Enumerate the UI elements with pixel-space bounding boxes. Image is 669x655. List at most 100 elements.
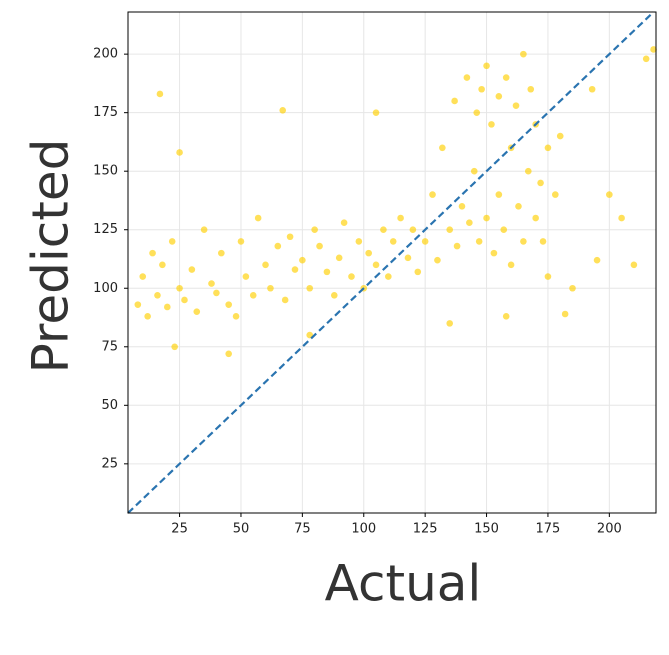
- point: [650, 46, 657, 53]
- point: [193, 308, 201, 315]
- point: [149, 249, 156, 257]
- point: [330, 291, 338, 299]
- point: [249, 291, 257, 299]
- point: [512, 102, 520, 109]
- point: [421, 238, 429, 245]
- point: [348, 273, 355, 280]
- point: [470, 167, 478, 175]
- point: [286, 233, 294, 241]
- point: [340, 219, 348, 227]
- point: [606, 191, 613, 198]
- point: [355, 238, 363, 245]
- point: [323, 268, 331, 276]
- point: [500, 226, 508, 234]
- point: [495, 191, 503, 198]
- point: [434, 256, 441, 264]
- point: [527, 85, 535, 93]
- y-tick-label: 50: [101, 398, 118, 413]
- point: [439, 144, 446, 152]
- point: [176, 149, 183, 156]
- x-tick-label: 25: [171, 522, 188, 537]
- point: [429, 191, 436, 198]
- point: [409, 226, 417, 234]
- point: [181, 296, 188, 304]
- y-tick-label: 125: [93, 222, 118, 237]
- point: [552, 191, 559, 198]
- x-axis-title: Actual: [325, 555, 482, 613]
- y-tick-label: 150: [93, 164, 118, 179]
- point: [515, 203, 522, 210]
- point: [446, 320, 454, 327]
- point: [556, 132, 564, 140]
- point: [618, 214, 625, 222]
- y-axis-title: Predicted: [22, 139, 80, 374]
- point: [225, 350, 232, 358]
- point: [163, 303, 171, 311]
- point: [451, 97, 458, 105]
- y-tick-label: 175: [93, 105, 118, 120]
- point: [532, 214, 539, 222]
- point: [274, 242, 282, 250]
- y-tick-label: 200: [93, 47, 118, 62]
- x-tick-label: 75: [294, 522, 311, 537]
- reference-line: [127, 11, 655, 514]
- point: [188, 266, 196, 273]
- point: [267, 284, 274, 292]
- x-tick-label: 125: [413, 522, 438, 537]
- point: [561, 310, 569, 318]
- point: [397, 214, 404, 222]
- point: [156, 90, 164, 98]
- point: [539, 238, 547, 245]
- point: [630, 261, 638, 269]
- point: [281, 296, 289, 304]
- point: [475, 238, 483, 245]
- point: [306, 284, 314, 292]
- point: [291, 266, 299, 273]
- point: [502, 313, 510, 320]
- point: [218, 249, 225, 257]
- point: [520, 238, 527, 245]
- point: [463, 74, 471, 81]
- point: [279, 107, 287, 114]
- point: [458, 203, 466, 210]
- y-tick-label: 100: [93, 281, 118, 296]
- point: [473, 109, 481, 116]
- point: [642, 55, 650, 63]
- point: [414, 268, 422, 276]
- x-tick-label: 150: [474, 522, 499, 537]
- point: [316, 242, 323, 250]
- y-tick-label: 25: [101, 456, 118, 471]
- point: [254, 214, 262, 222]
- x-tick-label: 50: [233, 522, 250, 537]
- point: [507, 261, 515, 269]
- point: [593, 256, 601, 264]
- point: [208, 280, 215, 287]
- point: [483, 214, 490, 222]
- point: [154, 291, 161, 299]
- point: [232, 313, 240, 320]
- point: [520, 50, 527, 58]
- point: [490, 249, 498, 257]
- point: [299, 256, 306, 264]
- point: [544, 144, 552, 152]
- point: [478, 85, 485, 93]
- plot-frame: [127, 11, 657, 514]
- point: [176, 284, 183, 292]
- point: [453, 242, 461, 250]
- point: [588, 85, 596, 93]
- point: [524, 167, 532, 175]
- point: [389, 238, 397, 245]
- point: [159, 261, 166, 269]
- point: [171, 343, 178, 351]
- point: [144, 313, 151, 320]
- point: [262, 261, 269, 269]
- point: [385, 273, 392, 280]
- x-tick-label: 175: [536, 522, 561, 537]
- point: [404, 254, 412, 262]
- point: [488, 121, 495, 128]
- point: [134, 301, 142, 308]
- point: [225, 301, 232, 308]
- point: [544, 273, 552, 280]
- point: [365, 249, 372, 257]
